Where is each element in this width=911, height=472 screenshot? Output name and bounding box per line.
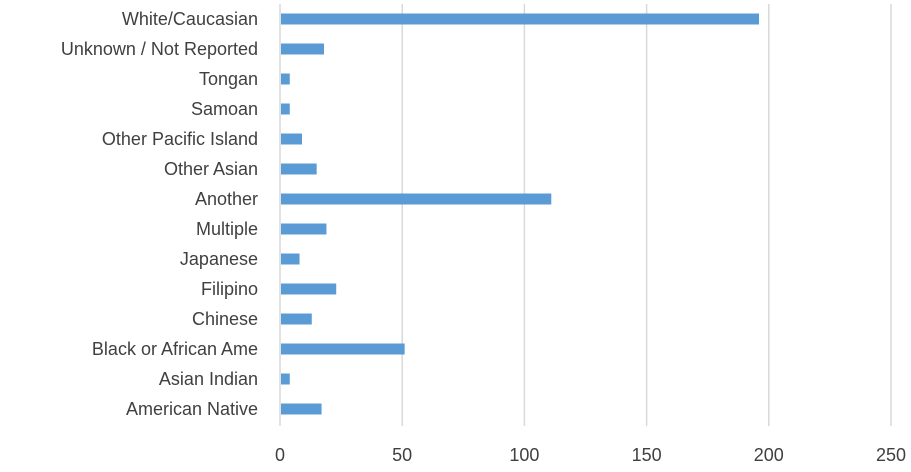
x-tick-label: 250 — [876, 445, 906, 465]
x-tick-label: 150 — [632, 445, 662, 465]
category-label: White/Caucasian — [122, 9, 258, 29]
bars — [281, 13, 760, 415]
bar — [281, 343, 405, 355]
bar — [281, 373, 290, 385]
bar — [281, 403, 322, 415]
category-label: Another — [195, 189, 258, 209]
bar — [281, 223, 327, 235]
bar — [281, 163, 317, 175]
bar — [281, 103, 290, 115]
category-label: Chinese — [192, 309, 258, 329]
category-label: American Native — [126, 399, 258, 419]
category-label: Asian Indian — [159, 369, 258, 389]
category-label: Japanese — [180, 249, 258, 269]
category-label: Black or African Ame — [92, 339, 258, 359]
category-label: Other Pacific Island — [102, 129, 258, 149]
x-tick-labels: 0 50 100 150 200 250 — [275, 445, 906, 465]
grid-lines — [279, 4, 892, 426]
bar — [281, 133, 302, 145]
category-label: Multiple — [196, 219, 258, 239]
bar — [281, 313, 312, 325]
category-label: Samoan — [191, 99, 258, 119]
bar — [281, 13, 760, 25]
x-tick-label: 0 — [275, 445, 285, 465]
category-label: Tongan — [199, 69, 258, 89]
bar — [281, 283, 337, 295]
x-tick-label: 100 — [509, 445, 539, 465]
category-label: Unknown / Not Reported — [61, 39, 258, 59]
x-tick-label: 50 — [392, 445, 412, 465]
category-label: Filipino — [201, 279, 258, 299]
bar — [281, 193, 552, 205]
category-label: Other Asian — [164, 159, 258, 179]
bar — [281, 253, 300, 265]
category-labels: White/Caucasian Unknown / Not Reported Ton… — [61, 9, 258, 419]
bar — [281, 73, 290, 85]
x-tick-label: 200 — [754, 445, 784, 465]
bar — [281, 43, 324, 55]
